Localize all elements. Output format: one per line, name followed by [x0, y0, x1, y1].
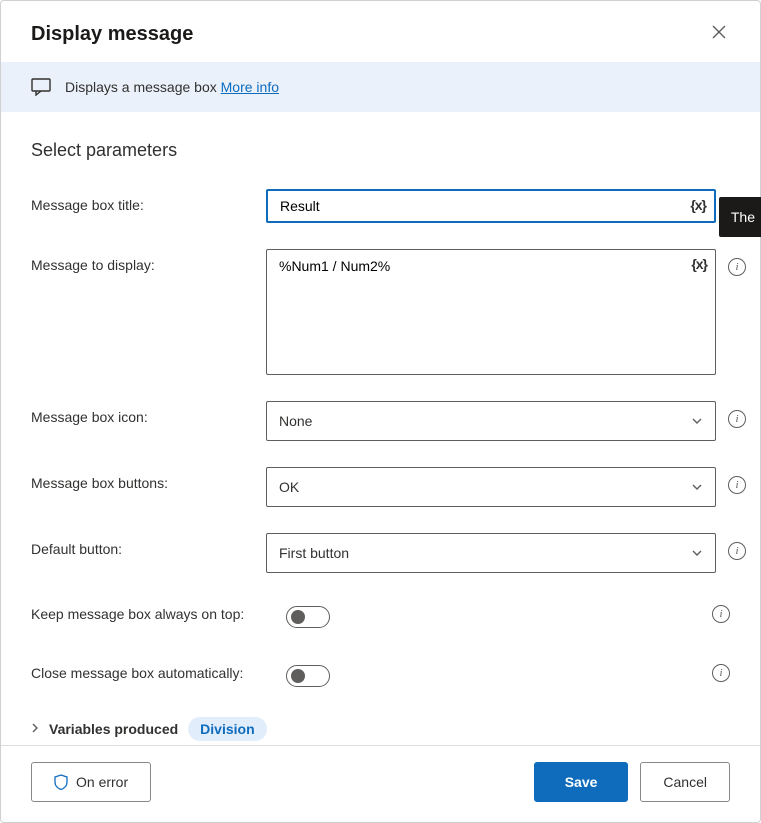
- banner-text: Displays a message box More info: [65, 79, 279, 95]
- dialog-header: Display message: [1, 1, 760, 62]
- label-message: Message to display:: [31, 249, 266, 273]
- insert-variable-button[interactable]: {x}: [690, 197, 706, 213]
- message-icon: [31, 78, 51, 96]
- row-auto-close: Close message box automatically: i: [31, 658, 730, 687]
- side-tab[interactable]: The: [719, 197, 761, 237]
- icon-select-value: None: [279, 413, 312, 429]
- variables-produced-label: Variables produced: [49, 721, 178, 737]
- expand-variables-button[interactable]: [31, 722, 39, 736]
- info-icon[interactable]: i: [712, 664, 730, 682]
- cancel-button[interactable]: Cancel: [640, 762, 730, 802]
- buttons-select[interactable]: OK: [266, 467, 716, 507]
- label-always-on-top: Keep message box always on top:: [31, 606, 286, 622]
- chevron-down-icon: [691, 481, 703, 493]
- always-on-top-toggle[interactable]: [286, 606, 330, 628]
- row-buttons: Message box buttons: OK i: [31, 467, 730, 507]
- info-icon[interactable]: i: [728, 410, 746, 428]
- default-button-select[interactable]: First button: [266, 533, 716, 573]
- more-info-link[interactable]: More info: [221, 79, 279, 95]
- info-icon[interactable]: i: [712, 605, 730, 623]
- info-icon[interactable]: i: [728, 476, 746, 494]
- dialog-content: Select parameters Message box title: {x}…: [1, 112, 760, 745]
- info-icon[interactable]: i: [728, 258, 746, 276]
- buttons-select-value: OK: [279, 479, 299, 495]
- variables-produced-row: Variables produced Division: [31, 717, 730, 741]
- label-auto-close: Close message box automatically:: [31, 665, 286, 681]
- row-message: Message to display: {x} i: [31, 249, 730, 375]
- auto-close-toggle[interactable]: [286, 665, 330, 687]
- row-always-on-top: Keep message box always on top: i: [31, 599, 730, 628]
- chevron-right-icon: [31, 723, 39, 733]
- on-error-button[interactable]: On error: [31, 762, 151, 802]
- label-default-button: Default button:: [31, 533, 266, 557]
- default-button-select-value: First button: [279, 545, 349, 561]
- label-title: Message box title:: [31, 189, 266, 213]
- message-input-wrap: {x}: [266, 249, 716, 375]
- close-icon: [712, 25, 726, 39]
- close-button[interactable]: [708, 21, 730, 48]
- chevron-down-icon: [691, 415, 703, 427]
- label-buttons: Message box buttons:: [31, 467, 266, 491]
- insert-variable-button[interactable]: {x}: [691, 256, 707, 272]
- shield-icon: [54, 774, 68, 790]
- on-error-label: On error: [76, 774, 128, 790]
- save-button[interactable]: Save: [534, 762, 629, 802]
- variable-chip[interactable]: Division: [188, 717, 266, 741]
- info-icon[interactable]: i: [728, 542, 746, 560]
- label-icon: Message box icon:: [31, 401, 266, 425]
- icon-select[interactable]: None: [266, 401, 716, 441]
- title-input[interactable]: [268, 191, 714, 221]
- dialog-title: Display message: [31, 23, 193, 46]
- toggle-knob: [291, 610, 305, 624]
- row-icon: Message box icon: None i: [31, 401, 730, 441]
- dialog-footer: On error Save Cancel: [1, 745, 760, 822]
- toggle-knob: [291, 669, 305, 683]
- message-input[interactable]: [267, 250, 715, 374]
- section-title: Select parameters: [31, 140, 730, 161]
- row-title: Message box title: {x}: [31, 189, 730, 223]
- chevron-down-icon: [691, 547, 703, 559]
- info-banner: Displays a message box More info: [1, 62, 760, 112]
- title-input-wrap: {x}: [266, 189, 716, 223]
- row-default-button: Default button: First button i: [31, 533, 730, 573]
